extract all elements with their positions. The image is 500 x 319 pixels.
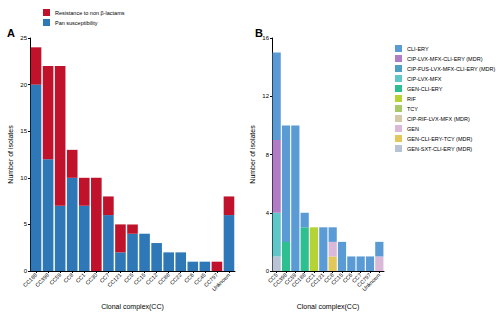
svg-text:GEN-CLI-ERY: GEN-CLI-ERY [407, 86, 443, 92]
svg-text:B: B [255, 27, 263, 39]
svg-text:GEN-SXT-CLI-ERY (MDR): GEN-SXT-CLI-ERY (MDR) [407, 146, 472, 152]
svg-text:CC15: CC15 [330, 271, 345, 286]
svg-text:CC22: CC22 [169, 272, 183, 286]
svg-text:CIP-LVX-MFX: CIP-LVX-MFX [407, 76, 442, 82]
svg-text:GEN-CLI-ERY-TCY (MDR): GEN-CLI-ERY-TCY (MDR) [407, 136, 472, 142]
svg-text:4: 4 [266, 210, 270, 216]
svg-text:CC45: CC45 [192, 271, 207, 286]
svg-text:CC1: CC1 [74, 271, 87, 284]
svg-text:Clonal complex(CC): Clonal complex(CC) [297, 303, 360, 311]
svg-text:CIP-RIF-LVX-MFX (MDR): CIP-RIF-LVX-MFX (MDR) [407, 116, 470, 122]
svg-text:CC6: CC6 [182, 271, 195, 284]
svg-text:TCY: TCY [407, 106, 418, 112]
svg-text:CIP-LVX-MFX-CLI-ERY (MDR): CIP-LVX-MFX-CLI-ERY (MDR) [407, 56, 483, 62]
svg-text:CC5: CC5 [122, 271, 135, 284]
svg-text:20: 20 [20, 82, 27, 88]
svg-text:CC30: CC30 [84, 272, 98, 286]
svg-text:CC12: CC12 [145, 272, 159, 286]
svg-text:Unknown: Unknown [211, 272, 231, 292]
svg-text:CC5: CC5 [266, 271, 279, 284]
svg-text:16: 16 [262, 35, 269, 41]
svg-text:A: A [7, 27, 15, 39]
svg-text:CC15: CC15 [133, 272, 147, 286]
svg-text:CC121: CC121 [106, 272, 122, 288]
svg-text:0: 0 [266, 268, 270, 274]
svg-text:Unknown: Unknown [361, 272, 381, 292]
svg-text:CC7: CC7 [350, 271, 363, 284]
svg-text:CIP-FUS-LVX-MFX-CLI-ERY (MDR): CIP-FUS-LVX-MFX-CLI-ERY (MDR) [407, 66, 495, 72]
svg-text:CC188: CC188 [290, 271, 307, 289]
svg-text:CC6: CC6 [341, 271, 354, 284]
svg-text:CC8: CC8 [322, 271, 335, 284]
svg-text:Number of isolates: Number of isolates [249, 125, 256, 184]
svg-text:Number of isolates: Number of isolates [7, 125, 14, 184]
svg-text:CC8: CC8 [62, 272, 74, 284]
svg-text:25: 25 [20, 35, 27, 41]
svg-text:Clonal complex(CC): Clonal complex(CC) [101, 303, 164, 311]
svg-text:0: 0 [24, 268, 28, 274]
svg-text:5: 5 [24, 221, 28, 227]
svg-text:10: 10 [20, 175, 27, 181]
svg-text:CLI-ERY: CLI-ERY [407, 46, 429, 52]
svg-text:CC59: CC59 [48, 272, 62, 286]
svg-text:CC797: CC797 [355, 271, 373, 289]
svg-text:12: 12 [262, 93, 269, 99]
svg-text:8: 8 [266, 152, 270, 158]
svg-text:CC797: CC797 [202, 271, 219, 289]
svg-text:GEN: GEN [407, 126, 419, 132]
svg-text:CC121: CC121 [309, 271, 326, 289]
svg-text:CC59: CC59 [283, 271, 298, 286]
svg-text:CC1: CC1 [304, 271, 317, 284]
svg-text:CC88: CC88 [157, 272, 171, 286]
svg-text:CC7: CC7 [98, 271, 111, 284]
svg-text:15: 15 [20, 128, 27, 134]
svg-text:Pan susceptibility: Pan susceptibility [55, 20, 98, 26]
svg-text:RIF: RIF [407, 96, 417, 102]
svg-text:CC398: CC398 [271, 271, 289, 289]
svg-text:CC398: CC398 [34, 272, 50, 288]
svg-text:CC188: CC188 [21, 271, 39, 289]
svg-text:Resistance to non β-lactams: Resistance to non β-lactams [55, 10, 125, 16]
